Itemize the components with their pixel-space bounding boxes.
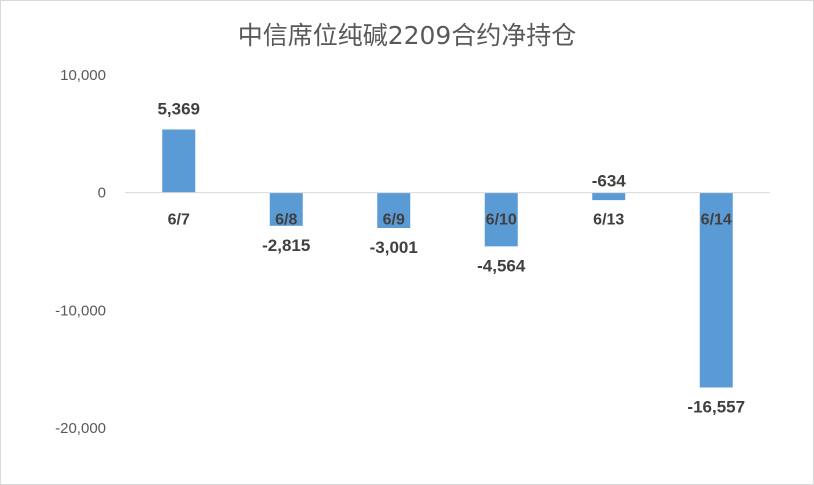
category-label: 6/7 <box>168 212 190 229</box>
bar-6-8 <box>269 192 303 226</box>
y-tick-label: 0 <box>98 185 106 202</box>
data-label: -2,815 <box>262 236 310 255</box>
chart-title: 中信席位纯碱2209合约净持仓 <box>237 21 577 50</box>
data-label: -4,564 <box>477 256 526 275</box>
bars <box>162 129 733 388</box>
bar-6-7 <box>162 129 196 193</box>
category-label: 6/8 <box>275 212 297 229</box>
bar-6-9 <box>377 192 411 228</box>
y-tick-label: -20,000 <box>55 420 106 437</box>
y-tick-label: -10,000 <box>55 302 106 319</box>
bar-6-13 <box>592 192 626 201</box>
data-label: 5,369 <box>157 99 200 118</box>
category-label: 6/9 <box>383 212 405 229</box>
category-labels: 6/7 6/8 6/9 6/10 6/13 6/14 <box>168 212 732 229</box>
data-labels: 5,369 -2,815 -3,001 -4,564 -634 -16,557 <box>157 99 745 416</box>
bar-6-10 <box>484 192 518 247</box>
category-label: 6/13 <box>593 212 624 229</box>
data-label: -3,001 <box>370 238 418 257</box>
y-axis: 10,000 0 -10,000 -20,000 <box>55 67 106 437</box>
y-tick-label: 10,000 <box>60 67 106 84</box>
category-label: 6/10 <box>486 212 517 229</box>
bar-6-14 <box>699 192 733 388</box>
data-label: -634 <box>592 172 627 191</box>
category-label: 6/14 <box>701 212 732 229</box>
data-label: -16,557 <box>687 397 745 416</box>
